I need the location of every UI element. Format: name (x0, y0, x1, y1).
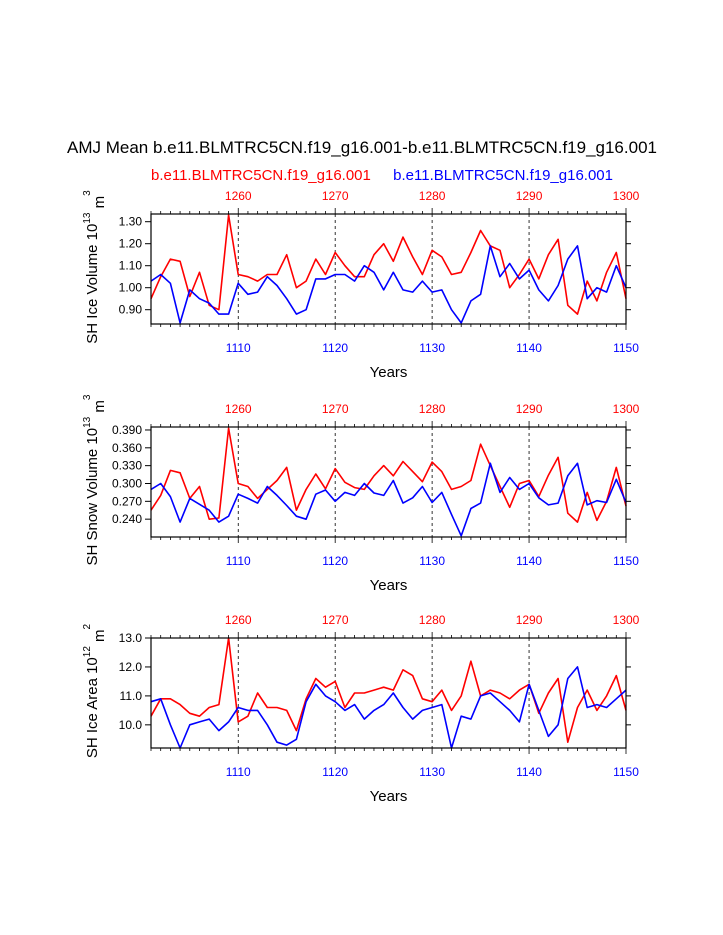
y-label-unit: m (91, 196, 108, 213)
x-bottom-tick-label: 1140 (516, 341, 542, 355)
x-bottom-tick-label: 1120 (322, 554, 348, 568)
chart-panel-3: 10.0 11.0 12.0 13.0 1110 1120 1130 1140 1150 1260… (82, 613, 640, 805)
x-bottom-tick-label: 1110 (226, 765, 251, 779)
x-top-tick-label: 1260 (225, 189, 252, 203)
plot-frame (150, 637, 627, 749)
x-top-tick-label: 1300 (613, 402, 640, 416)
x-top-tick-label: 1260 (225, 402, 252, 416)
x-top-tick-label: 1290 (516, 613, 543, 627)
blue-series-line (150, 462, 627, 537)
x-axis-label: Years (370, 364, 408, 381)
figure-title: AMJ Mean b.e11.BLMTRC5CN.f19_g16.001-b.e… (67, 138, 657, 157)
y-axis-label: SH Ice Area 1012 m2 (82, 623, 108, 758)
chart-panel-2: 0.240 0.270 0.300 0.330 0.360 0.390 1110 1120 11… (82, 394, 640, 594)
x-top-tick-label: 1300 (613, 613, 640, 627)
y-label-exponent: 12 (82, 646, 93, 658)
plot-frame (150, 213, 627, 325)
y-tick-label: 0.360 (112, 441, 142, 455)
y-tick-label: 0.240 (112, 512, 142, 526)
x-bottom-tick-label: 1150 (613, 554, 639, 568)
subtitle-right: b.e11.BLMTRC5CN.f19_g16.001 (393, 167, 613, 184)
x-top-tick-label: 1300 (613, 189, 640, 203)
y-label-unit-exponent: 3 (82, 190, 93, 196)
y-tick-label: 0.390 (112, 423, 142, 437)
subtitle-left: b.e11.BLMTRC5CN.f19_g16.001 (151, 167, 371, 184)
x-axis-label: Years (370, 577, 408, 594)
y-label-unit-exponent: 3 (82, 394, 93, 400)
x-bottom-tick-label: 1140 (516, 765, 542, 779)
red-series-line (150, 637, 627, 744)
y-label-unit: m (91, 629, 108, 646)
y-tick-label: 11.0 (120, 689, 143, 703)
x-top-tick-label: 1280 (419, 613, 446, 627)
x-bottom-tick-label: 1130 (419, 341, 445, 355)
y-tick-label: 0.300 (112, 476, 142, 490)
y-label-unit-exponent: 2 (82, 623, 93, 629)
x-axis-label: Years (370, 788, 408, 805)
y-tick-label: 0.270 (112, 494, 142, 508)
x-top-tick-label: 1280 (419, 402, 446, 416)
y-tick-label: 10.0 (119, 718, 143, 732)
chart-panel-1: 0.90 1.00 1.10 1.20 1.30 1110 1120 1130 1140 1150… (82, 189, 640, 381)
blue-series-line (150, 666, 627, 749)
y-tick-label: 1.10 (119, 259, 143, 273)
x-top-tick-label: 1270 (322, 189, 349, 203)
y-tick-label: 0.330 (112, 459, 142, 473)
y-label-text: SH Ice Volume 10 (84, 224, 101, 344)
y-tick-label: 0.90 (119, 303, 143, 317)
y-label-text: SH Snow Volume 10 (84, 428, 101, 566)
x-top-tick-label: 1290 (516, 402, 543, 416)
y-tick-label: 1.00 (119, 281, 143, 295)
y-label-unit: m (91, 400, 108, 417)
x-bottom-tick-label: 1120 (322, 341, 348, 355)
red-series-line (150, 427, 627, 523)
x-bottom-tick-label: 1130 (419, 554, 445, 568)
x-bottom-tick-label: 1120 (322, 765, 348, 779)
y-label-text: SH Ice Area 10 (84, 657, 101, 758)
y-tick-label: 13.0 (119, 631, 143, 645)
x-bottom-tick-label: 1140 (516, 554, 542, 568)
x-bottom-tick-label: 1150 (613, 341, 639, 355)
x-bottom-tick-label: 1110 (226, 341, 251, 355)
y-axis-label: SH Snow Volume 1013 m3 (82, 394, 108, 565)
plot-frame (150, 426, 627, 538)
x-bottom-tick-label: 1150 (613, 765, 639, 779)
x-bottom-tick-label: 1110 (226, 554, 251, 568)
x-top-tick-label: 1270 (322, 613, 349, 627)
x-top-tick-label: 1280 (419, 189, 446, 203)
y-label-exponent: 13 (82, 212, 93, 224)
y-label-exponent: 13 (82, 416, 93, 428)
red-series-line (150, 214, 627, 315)
y-tick-label: 12.0 (119, 660, 143, 674)
chart-panels: 0.90 1.00 1.10 1.20 1.30 1110 1120 1130 1140 1150… (82, 189, 640, 805)
x-top-tick-label: 1270 (322, 402, 349, 416)
y-tick-label: 1.20 (119, 237, 143, 251)
x-bottom-tick-label: 1130 (419, 765, 445, 779)
y-axis-label: SH Ice Volume 1013 m3 (82, 190, 108, 344)
blue-series-line (150, 245, 627, 324)
y-tick-label: 1.30 (119, 215, 143, 229)
x-top-tick-label: 1260 (225, 613, 252, 627)
x-top-tick-label: 1290 (516, 189, 543, 203)
